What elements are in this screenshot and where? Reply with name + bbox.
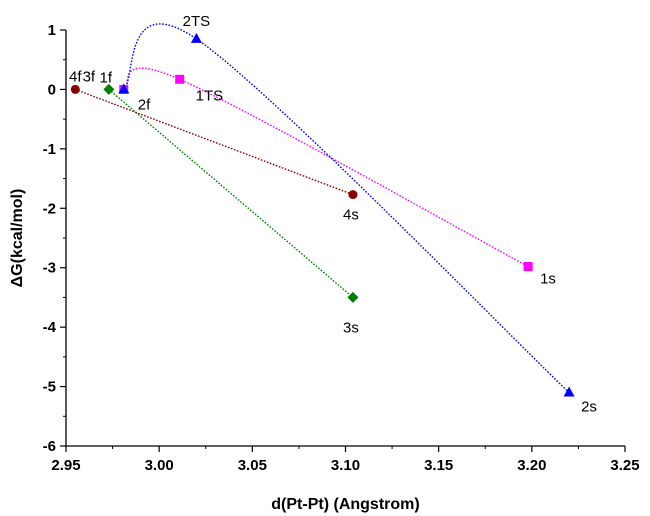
series-2-marker	[190, 32, 202, 43]
point-label-2ts: 2TS	[183, 13, 211, 30]
series-1-marker	[175, 74, 185, 84]
x-tick-label: 2.95	[51, 457, 80, 474]
point-label-2s: 2s	[581, 399, 597, 416]
series-4-marker	[70, 84, 80, 94]
series-3-marker	[347, 291, 359, 303]
point-label-4s: 4s	[343, 207, 359, 224]
x-tick-label: 3.25	[610, 457, 639, 474]
series-4-line	[75, 88, 354, 196]
series-4-marker	[348, 190, 358, 200]
point-labels: 1f 1TS 1s 2f 2TS 2s 3f 3s 4f 4s	[69, 13, 597, 416]
y-tick-label: -2	[43, 200, 56, 217]
x-tick-label: 3.05	[238, 457, 267, 474]
x-tick-label: 3.15	[424, 457, 453, 474]
point-label-4f: 4f	[69, 68, 82, 85]
series-2-line	[123, 23, 570, 394]
series-3-line	[108, 88, 354, 298]
series-markers	[70, 32, 575, 397]
x-tick-label: 3.20	[517, 457, 546, 474]
y-tick-label: 0	[48, 81, 56, 98]
y-tick-label: -6	[43, 438, 56, 455]
point-label-3s: 3s	[343, 319, 359, 336]
x-tick-label: 3.10	[331, 457, 360, 474]
point-label-1ts: 1TS	[196, 87, 224, 104]
x-axis-title: d(Pt-Pt) (Angstrom)	[271, 496, 419, 513]
y-tick-label: -1	[43, 141, 56, 158]
y-tick-label: -5	[43, 379, 56, 396]
point-label-2f: 2f	[138, 96, 151, 113]
point-label-3f: 3f	[83, 68, 96, 85]
series-2-marker	[563, 386, 575, 397]
series-3-marker	[103, 83, 115, 95]
x-tick-label: 3.00	[145, 457, 174, 474]
series-1-marker	[523, 262, 533, 272]
y-axis-title: ΔG(kcal/mol)	[9, 189, 26, 288]
axis-ticks: 2.95 3.00 3.05 3.10 3.15 3.20 3.25 1 0 -1 -2 -3 -4 -5…	[43, 22, 640, 474]
series-lines	[75, 23, 570, 394]
point-label-1s: 1s	[540, 271, 556, 288]
y-tick-label: -4	[43, 319, 57, 336]
series-1-line	[123, 67, 529, 268]
plot-area	[65, 30, 625, 447]
point-label-1f: 1f	[100, 69, 113, 86]
y-tick-label: 1	[48, 22, 56, 39]
y-tick-label: -3	[43, 260, 56, 277]
series-2-marker	[118, 83, 130, 94]
